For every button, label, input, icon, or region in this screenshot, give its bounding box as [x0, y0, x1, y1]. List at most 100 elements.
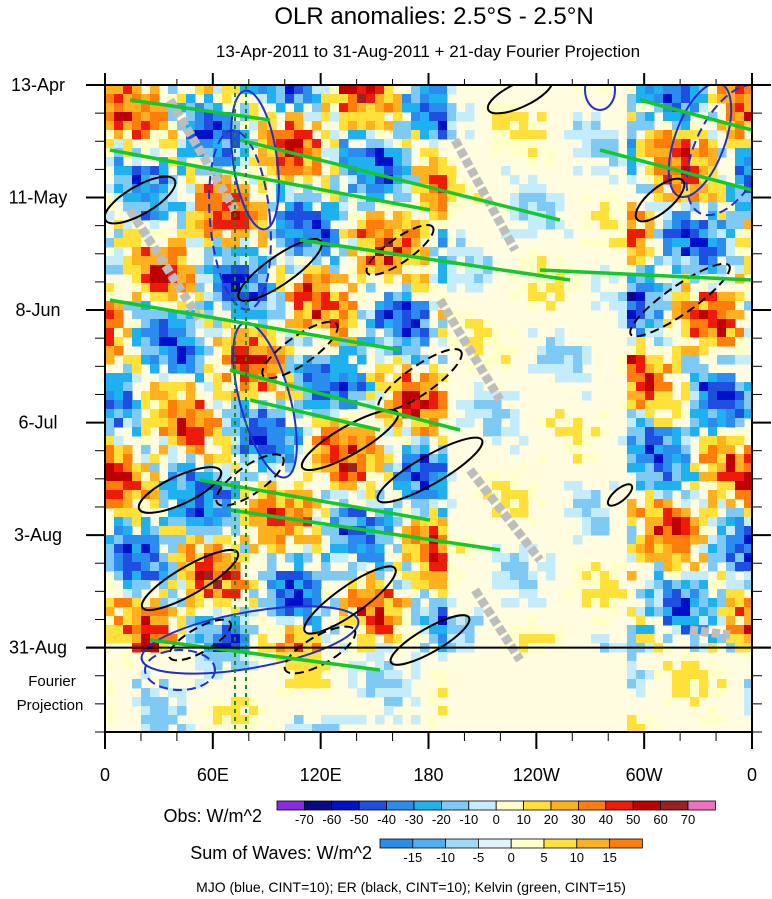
- field-cell: [438, 490, 448, 500]
- field-cell: [267, 445, 277, 455]
- field-cell: [564, 481, 574, 491]
- field-cell: [123, 166, 133, 176]
- field-cell: [726, 580, 736, 590]
- field-cell: [366, 400, 376, 410]
- field-cell: [402, 166, 412, 176]
- field-cell: [411, 274, 421, 284]
- field-cell: [159, 193, 169, 203]
- field-cell: [141, 418, 151, 428]
- field-cell: [672, 301, 682, 311]
- field-cell: [204, 310, 214, 320]
- field-cell: [411, 346, 421, 356]
- field-cell: [357, 436, 367, 446]
- field-cell: [195, 229, 205, 239]
- field-cell: [213, 202, 223, 212]
- field-cell: [168, 355, 178, 365]
- field-cell: [528, 157, 538, 167]
- field-cell: [258, 310, 268, 320]
- field-cell: [609, 589, 619, 599]
- field-cell: [672, 463, 682, 473]
- field-cell: [510, 571, 520, 581]
- field-cell: [519, 463, 529, 473]
- field-cell: [663, 499, 673, 509]
- field-cell: [177, 337, 187, 347]
- field-cell: [717, 472, 727, 482]
- field-cell: [636, 85, 646, 95]
- field-cell: [114, 463, 124, 473]
- field-cell: [735, 166, 745, 176]
- field-cell: [735, 229, 745, 239]
- field-cell: [132, 373, 142, 383]
- field-cell: [573, 490, 583, 500]
- field-cell: [402, 382, 412, 392]
- field-cell: [312, 526, 322, 536]
- field-cell: [438, 706, 448, 716]
- field-cell: [366, 202, 376, 212]
- field-cell: [366, 94, 376, 104]
- field-cell: [132, 679, 142, 689]
- field-cell: [213, 292, 223, 302]
- field-cell: [663, 472, 673, 482]
- field-cell: [681, 211, 691, 221]
- field-cell: [303, 283, 313, 293]
- field-cell: [114, 85, 124, 95]
- field-cell: [141, 427, 151, 437]
- field-cell: [150, 112, 160, 122]
- field-cell: [510, 391, 520, 401]
- field-cell: [195, 337, 205, 347]
- field-cell: [726, 562, 736, 572]
- field-cell: [276, 634, 286, 644]
- field-cell: [699, 607, 709, 617]
- field-cell: [438, 481, 448, 491]
- field-cell: [303, 175, 313, 185]
- field-cell: [213, 211, 223, 221]
- field-cell: [393, 94, 403, 104]
- field-cell: [213, 652, 223, 662]
- field-cell: [150, 211, 160, 221]
- field-cell: [321, 292, 331, 302]
- field-cell: [330, 238, 340, 248]
- field-cell: [663, 463, 673, 473]
- field-cell: [105, 301, 115, 311]
- field-cell: [150, 175, 160, 185]
- field-cell: [726, 436, 736, 446]
- field-cell: [303, 472, 313, 482]
- field-cell: [276, 283, 286, 293]
- field-cell: [600, 85, 610, 95]
- field-cell: [330, 400, 340, 410]
- field-cell: [150, 499, 160, 509]
- colorbar-level-label: -40: [377, 812, 396, 827]
- field-cell: [294, 553, 304, 563]
- field-cell: [564, 229, 574, 239]
- field-cell: [357, 238, 367, 248]
- field-cell: [321, 688, 331, 698]
- field-cell: [150, 526, 160, 536]
- missing-data-stripe: [166, 97, 239, 213]
- field-cell: [114, 634, 124, 644]
- field-cell: [132, 400, 142, 410]
- field-cell: [339, 400, 349, 410]
- field-cell: [285, 193, 295, 203]
- field-cell: [330, 337, 340, 347]
- field-cell: [438, 94, 448, 104]
- field-cell: [330, 571, 340, 581]
- field-cell: [105, 409, 115, 419]
- field-cell: [555, 328, 565, 338]
- field-cell: [438, 193, 448, 203]
- field-cell: [384, 589, 394, 599]
- field-cell: [330, 715, 340, 725]
- field-cell: [150, 130, 160, 140]
- field-cell: [582, 517, 592, 527]
- field-cell: [519, 562, 529, 572]
- field-cell: [735, 247, 745, 257]
- field-cell: [438, 679, 448, 689]
- field-cell: [321, 508, 331, 518]
- field-cell: [222, 265, 232, 275]
- field-cell: [393, 310, 403, 320]
- field-cell: [339, 607, 349, 617]
- field-cell: [285, 166, 295, 176]
- field-cell: [672, 274, 682, 284]
- field-cell: [195, 211, 205, 221]
- field-cell: [519, 625, 529, 635]
- field-cell: [420, 373, 430, 383]
